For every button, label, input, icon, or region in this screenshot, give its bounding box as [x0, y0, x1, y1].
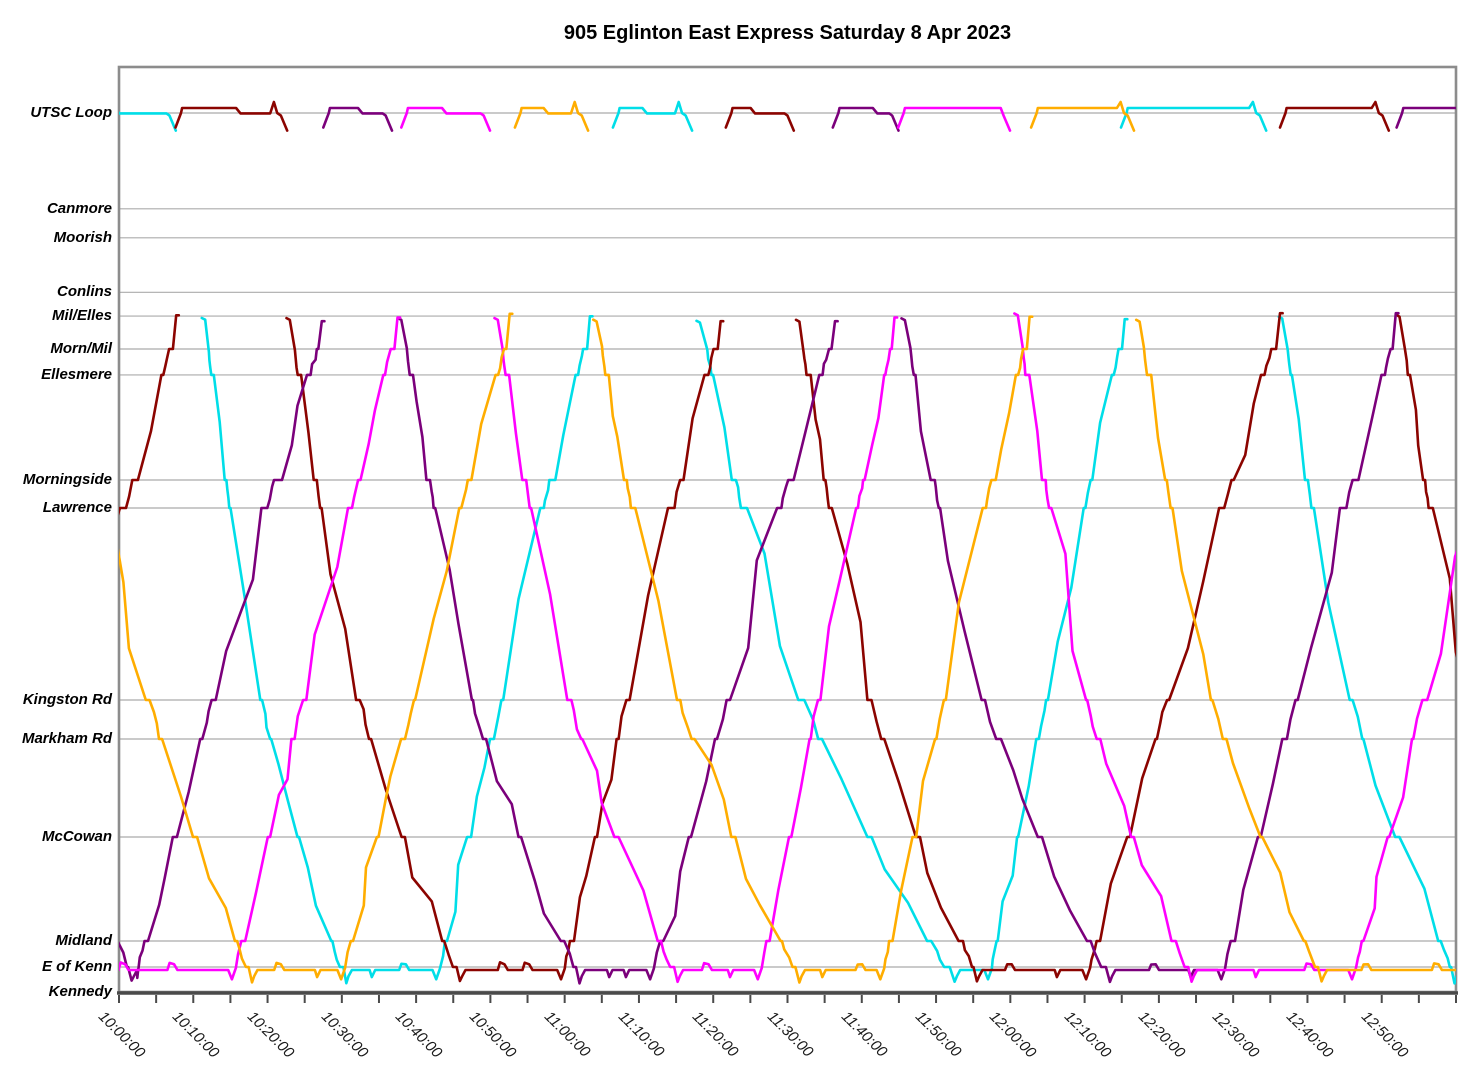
- station-label: Ellesmere: [41, 365, 112, 383]
- station-label: E of Kenn: [42, 958, 112, 976]
- station-label: Mil/Elles: [51, 307, 112, 325]
- trip-line-vehicle-dark-red: [794, 311, 1284, 983]
- trip-line-vehicle-dark-red: [724, 106, 796, 132]
- station-label: Kennedy: [48, 983, 112, 1000]
- trip-line-vehicle-purple: [1395, 106, 1456, 129]
- station-label: Moorish: [53, 228, 112, 246]
- trip-line-vehicle-magenta: [896, 106, 1012, 132]
- trip-line-vehicle-magenta: [1013, 312, 1456, 983]
- chart-title: 905 Eglinton East Express Saturday 8 Apr…: [563, 22, 1012, 44]
- station-label: Morningside: [22, 470, 112, 488]
- trip-line-vehicle-dark-red: [174, 100, 289, 132]
- station-label: Kingston Rd: [22, 690, 112, 708]
- station-label: Markham Rd: [21, 730, 112, 748]
- trip-line-vehicle-cyan: [200, 315, 594, 985]
- trip-line-vehicle-cyan: [1119, 100, 1268, 132]
- station-label: Conlins: [57, 283, 112, 301]
- trip-line-vehicle-magenta: [119, 316, 402, 981]
- trip-line-vehicle-dark-red: [1394, 313, 1456, 658]
- trip-line-vehicle-orange: [119, 312, 514, 984]
- trip-line-vehicle-purple: [119, 319, 326, 982]
- station-label: Midland: [55, 932, 112, 950]
- trip-line-vehicle-cyan: [1277, 315, 1456, 985]
- station-label: Canmore: [46, 199, 112, 217]
- station-label: McCowan: [41, 828, 112, 846]
- station-label: Lawrence: [42, 499, 112, 517]
- trip-line-vehicle-orange: [1134, 318, 1456, 983]
- trip-line-vehicle-purple: [322, 106, 394, 132]
- trip-line-vehicle-magenta: [493, 316, 899, 984]
- trip-line-vehicle-dark-red: [1278, 100, 1391, 132]
- station-label: UTSC Loop: [30, 104, 112, 121]
- trip-line-vehicle-cyan: [611, 100, 694, 132]
- trip-line-vehicle-orange: [513, 100, 590, 132]
- trip-line-vehicle-cyan: [119, 110, 178, 132]
- trip-line-vehicle-orange: [592, 315, 1034, 984]
- trip-line-vehicle-magenta: [400, 106, 492, 132]
- plot-border: [117, 65, 1458, 994]
- station-label: Morn/Mil: [50, 340, 112, 357]
- trip-line-vehicle-purple: [396, 316, 839, 985]
- trip-line-vehicle-dark-red: [285, 316, 725, 983]
- trip-line-vehicle-purple: [831, 106, 900, 132]
- trip-line-vehicle-orange: [1029, 100, 1136, 132]
- trip-line-vehicle-cyan: [695, 317, 1129, 983]
- trip-line-vehicle-purple: [900, 311, 1400, 984]
- trip-line-vehicle-dark-red: [119, 314, 181, 516]
